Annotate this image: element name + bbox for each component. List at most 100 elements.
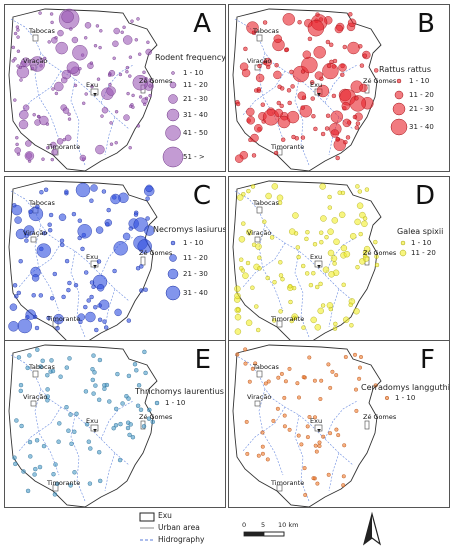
occurrence-point [48,228,53,233]
occurrence-point [53,313,64,325]
occurrence-point [307,355,312,360]
occurrence-point [355,264,360,270]
occurrence-point [113,406,119,412]
urban-area [32,370,39,378]
occurrence-point [319,378,324,383]
river-line [294,78,310,166]
occurrence-point [322,62,339,80]
occurrence-point [35,347,40,352]
occurrence-point [143,287,148,292]
occurrence-point [307,414,312,419]
river-line [258,388,284,476]
occurrence-point [41,443,47,449]
occurrence-point [276,375,281,380]
occurrence-point [303,492,308,497]
occurrence-point [333,238,340,246]
occurrence-point [132,362,138,367]
occurrence-point [66,428,71,433]
river-line [100,64,134,104]
occurrence-point [62,137,67,142]
occurrence-point [318,281,323,287]
occurrence-point [235,101,241,107]
occurrence-point [320,303,326,308]
legend-class: 1 - 10 [183,239,204,247]
occurrence-point [94,327,99,333]
legend-class: 11 - 20 [411,249,436,257]
occurrence-point [51,87,55,91]
occurrence-point [256,453,261,458]
occurrence-point [343,354,348,359]
occurrence-point [145,216,150,221]
occurrence-point [96,77,101,81]
occurrence-point [359,211,366,219]
legend-symbol [162,146,184,168]
river-line [324,236,358,276]
map-e [8,344,160,507]
occurrence-point [90,184,98,192]
occurrence-point [14,418,19,423]
town-label: Zé Gomes [363,249,397,257]
occurrence-point [254,88,259,93]
occurrence-point [93,44,98,48]
town-label: Viração [23,393,48,401]
occurrence-point [47,222,52,227]
occurrence-point [86,439,92,444]
panel-d: D Galea spixii 1 - 10 11 - 20 Tabocas Vi… [228,176,450,344]
occurrence-point [48,212,54,218]
occurrence-point [102,383,107,388]
occurrence-point [108,82,112,87]
legend-symbol [384,395,390,401]
town-label: Timorante [271,315,305,323]
occurrence-point [58,374,63,379]
panel-letter: D [414,181,435,211]
occurrence-point [289,69,294,75]
occurrence-point [91,353,96,358]
legend-class: 21 - 30 [409,105,434,113]
occurrence-point [234,313,242,321]
occurrence-point [97,317,103,323]
occurrence-point [84,22,92,29]
occurrence-point [96,284,105,292]
occurrence-point [330,110,344,124]
occurrence-point [36,243,51,258]
legend-class: 1 - 10 [411,239,432,247]
occurrence-point [16,355,22,360]
occurrence-point [324,126,330,131]
occurrence-point [357,365,362,370]
occurrence-point [263,381,268,386]
occurrence-point [25,488,31,494]
occurrence-point [243,46,248,52]
occurrence-point [273,34,282,43]
occurrence-point [340,72,345,78]
occurrence-point [102,386,107,391]
occurrence-point [34,325,40,331]
occurrence-point [328,42,334,47]
occurrence-point [31,274,40,282]
river-line [34,224,60,312]
occurrence-point [330,255,338,262]
occurrence-point [18,258,23,264]
occurrence-point [310,96,315,101]
occurrence-point [122,35,133,45]
occurrence-point [39,189,44,195]
occurrence-point [150,419,156,425]
occurrence-point [12,283,18,288]
river-line [104,288,116,328]
legend-class: 1 - 10 [409,77,430,85]
town-label: Exu [310,81,323,89]
occurrence-point [115,371,120,377]
occurrence-point [246,107,255,117]
occurrence-point [87,481,93,486]
occurrence-point [289,318,294,324]
panel-letter: F [420,345,435,375]
occurrence-point [27,439,33,445]
exu-marker-icon [93,265,97,269]
occurrence-point [38,11,42,15]
occurrence-point [28,209,33,214]
occurrence-point [373,239,378,245]
scale-label: 0 [242,521,247,529]
occurrence-point [273,150,279,156]
occurrence-point [56,439,61,444]
occurrence-point [343,250,351,258]
occurrence-point [342,443,347,448]
